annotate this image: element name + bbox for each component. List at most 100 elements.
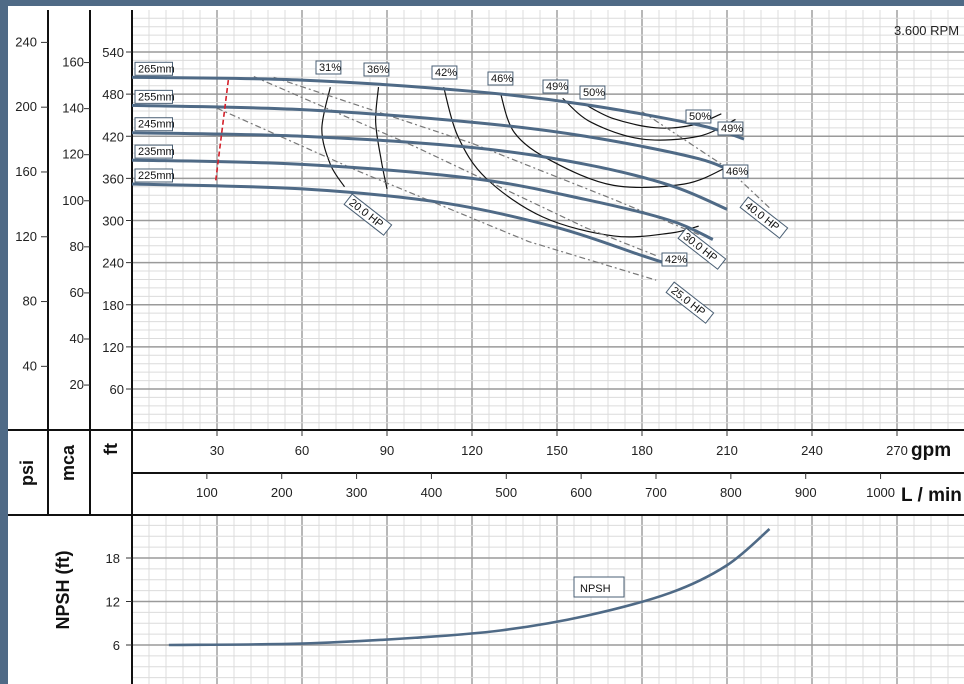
tick-label-lmin: 900	[795, 485, 817, 500]
tick-label-npsh: 12	[106, 595, 120, 610]
efficiency-label-text: 42%	[435, 67, 457, 79]
power-label-box	[739, 196, 789, 239]
efficiency-label-text: 50%	[583, 87, 605, 99]
efficiency-label: 46%	[487, 71, 514, 86]
npsh-label-box	[573, 576, 625, 598]
unit-gpm: gpm	[911, 440, 951, 461]
tick-label-npsh: 6	[113, 638, 120, 653]
efficiency-label-box	[717, 121, 744, 136]
top-border	[0, 0, 964, 6]
impeller-label-text: 255mm	[138, 91, 175, 103]
tick-label-ft: 360	[102, 171, 124, 186]
efficiency-label: 49%	[542, 79, 569, 94]
head-grid	[131, 10, 964, 430]
impeller-curve-225mm	[131, 182, 671, 267]
impeller-label: 235mm	[134, 144, 175, 159]
tick-label-lmin: 700	[645, 485, 667, 500]
impeller-curve-265mm	[131, 75, 745, 141]
efficiency-label-box	[431, 65, 458, 80]
efficiency-label: 42%	[661, 252, 688, 267]
efficiency-label: 42%	[431, 65, 458, 80]
impeller-label: 265mm	[134, 61, 175, 76]
speed-label: 3.600 RPM	[894, 23, 959, 38]
npsh-label: NPSH	[573, 576, 625, 598]
tick-label-psi: 200	[15, 99, 37, 114]
tick-label-gpm: 150	[546, 443, 568, 458]
impeller-label-text: 245mm	[138, 119, 175, 131]
tick-label-ft: 540	[102, 45, 124, 60]
impeller-label: 255mm	[134, 89, 175, 104]
efficiency-label: 36%	[363, 62, 390, 77]
tick-label-lmin: 800	[720, 485, 742, 500]
power-label-text: 20.0 HP	[347, 197, 386, 231]
efficiency-curve	[321, 86, 346, 188]
tick-label-ft: 300	[102, 214, 124, 229]
tick-label-mca: 20	[70, 377, 84, 392]
tick-label-psi: 240	[15, 34, 37, 49]
power-line	[216, 107, 657, 281]
tick-label-gpm: 180	[631, 443, 653, 458]
efficiency-label-box	[487, 71, 514, 86]
tick-label-gpm: 210	[716, 443, 738, 458]
efficiency-label-text: 49%	[546, 81, 568, 93]
efficiency-curve	[562, 97, 736, 141]
efficiency-label-text: 36%	[367, 64, 389, 76]
efficiency-label-box	[315, 60, 342, 75]
efficiency-label-text: 49%	[721, 123, 743, 135]
efficiency-label: 50%	[685, 109, 712, 124]
efficiency-label: 46%	[722, 164, 749, 179]
impeller-label-box	[134, 144, 173, 159]
npsh-label-text: NPSH	[580, 583, 611, 595]
left-border	[0, 0, 8, 684]
tick-label-ft: 180	[102, 298, 124, 313]
power-label-box	[343, 193, 393, 236]
efficiency-label: 49%	[717, 121, 744, 136]
tick-label-gpm: 90	[380, 443, 394, 458]
tick-label-lmin: 500	[495, 485, 517, 500]
tick-label-mca: 80	[70, 239, 84, 254]
tick-label-psi: 120	[15, 229, 37, 244]
unit-psi: psi	[17, 460, 37, 486]
tick-label-mca: 100	[62, 193, 84, 208]
tick-labels: 30 60 90 120 150 180 210 240 270 100 200 300 400 500 6…	[15, 34, 908, 653]
efficiency-label: 50%	[579, 85, 606, 100]
efficiency-curve	[499, 92, 728, 189]
tick-label-lmin: 400	[421, 485, 443, 500]
efficiency-label-box	[363, 62, 390, 77]
efficiency-label-text: 50%	[689, 111, 711, 123]
unit-ft: ft	[101, 443, 121, 455]
tick-label-mca: 60	[70, 285, 84, 300]
tick-label-ft: 60	[110, 382, 124, 397]
efficiency-label-box	[722, 164, 749, 179]
impeller-label: 225mm	[134, 168, 175, 183]
efficiency-label-text: 46%	[726, 166, 748, 178]
tick-label-ft: 120	[102, 340, 124, 355]
tick-label-lmin: 200	[271, 485, 293, 500]
tick-label-gpm: 120	[461, 443, 483, 458]
tick-label-npsh: 18	[106, 551, 120, 566]
tick-label-lmin: 100	[196, 485, 218, 500]
npsh-grid	[131, 516, 964, 684]
impeller-label-box	[134, 89, 173, 104]
impeller-label-box	[134, 168, 173, 183]
efficiency-curve	[443, 86, 699, 238]
tick-label-mca: 160	[62, 55, 84, 70]
efficiency-label-text: 46%	[491, 73, 513, 85]
tick-label-psi: 80	[23, 294, 37, 309]
efficiency-label: 31%	[315, 60, 342, 75]
impeller-curve-235mm	[131, 158, 714, 241]
tick-label-ft: 480	[102, 87, 124, 102]
npsh-curve	[168, 528, 771, 647]
efficiency-label-text: 42%	[665, 254, 687, 266]
unit-mca: mca	[58, 444, 78, 481]
tick-label-ft: 420	[102, 129, 124, 144]
impeller-label-box	[134, 61, 173, 76]
tick-label-gpm: 60	[295, 443, 309, 458]
tick-label-mca: 40	[70, 331, 84, 346]
efficiency-label-box	[661, 252, 688, 267]
efficiency-label-box	[542, 79, 569, 94]
tick-label-gpm: 270	[886, 443, 908, 458]
tick-label-mca: 140	[62, 101, 84, 116]
tick-label-psi: 160	[15, 164, 37, 179]
